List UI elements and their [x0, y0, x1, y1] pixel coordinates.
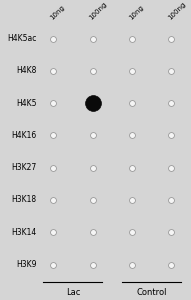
Text: H4K8: H4K8 [16, 67, 37, 76]
Point [52, 36, 55, 41]
Text: 100ng: 100ng [88, 1, 108, 21]
Text: H3K18: H3K18 [11, 196, 37, 205]
Point [170, 165, 173, 170]
Point [91, 133, 94, 138]
Point [52, 262, 55, 267]
Text: Lac: Lac [66, 288, 80, 297]
Point [91, 165, 94, 170]
Point [91, 198, 94, 203]
Text: 10ng: 10ng [49, 4, 66, 21]
Point [130, 262, 134, 267]
Text: Control: Control [136, 288, 167, 297]
Point [52, 133, 55, 138]
Point [91, 262, 94, 267]
Point [170, 36, 173, 41]
Point [52, 198, 55, 203]
Point [91, 101, 94, 106]
Point [52, 165, 55, 170]
Text: H3K9: H3K9 [16, 260, 37, 269]
Text: 100ng: 100ng [167, 1, 187, 21]
Point [52, 230, 55, 235]
Text: H4K5: H4K5 [16, 99, 37, 108]
Point [170, 101, 173, 106]
Point [91, 230, 94, 235]
Text: 10ng: 10ng [128, 4, 145, 21]
Point [130, 198, 134, 203]
Point [91, 36, 94, 41]
Point [130, 165, 134, 170]
Point [170, 230, 173, 235]
Point [130, 69, 134, 74]
Text: H3K14: H3K14 [11, 228, 37, 237]
Point [170, 198, 173, 203]
Text: H4K16: H4K16 [11, 131, 37, 140]
Point [91, 69, 94, 74]
Point [52, 101, 55, 106]
Text: H4K5ac: H4K5ac [7, 34, 37, 43]
Point [130, 133, 134, 138]
Point [170, 262, 173, 267]
Point [170, 69, 173, 74]
Point [130, 36, 134, 41]
Point [170, 133, 173, 138]
Point [130, 230, 134, 235]
Point [52, 69, 55, 74]
Point [130, 101, 134, 106]
Text: H3K27: H3K27 [11, 163, 37, 172]
